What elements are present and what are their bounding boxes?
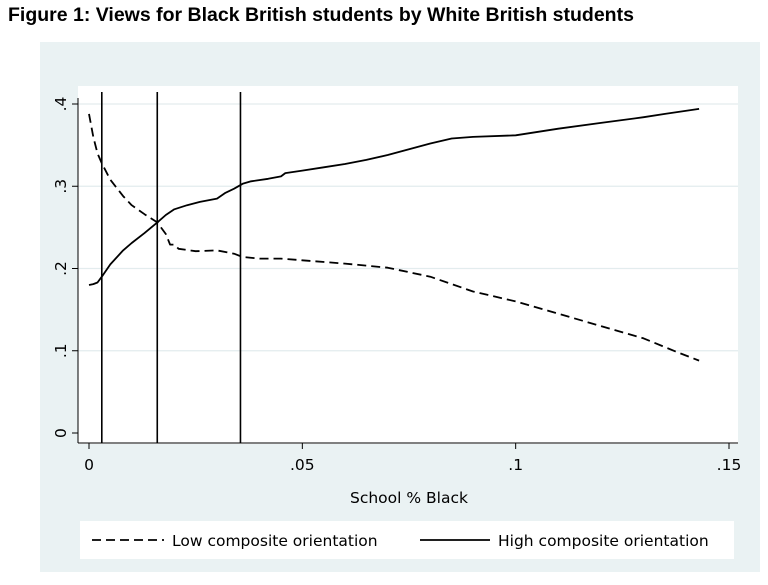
y-tick-label: .4 bbox=[52, 97, 70, 112]
legend: Low composite orientation High composite … bbox=[80, 521, 734, 559]
legend-label: Low composite orientation bbox=[172, 532, 378, 550]
x-axis-label: School % Black bbox=[350, 489, 468, 507]
x-tick-label: .15 bbox=[717, 456, 742, 474]
tick-labels: 0 .1 .2 .3 .4 0 .05 .1 .15 bbox=[52, 97, 741, 474]
series-line-high-composite bbox=[88, 108, 700, 286]
x-tick-label: .05 bbox=[290, 456, 315, 474]
y-tick-label: .3 bbox=[52, 179, 70, 194]
figure-title: Figure 1: Views for Black British studen… bbox=[8, 4, 634, 26]
grid-lines bbox=[78, 103, 738, 352]
y-tick-label: 0 bbox=[52, 428, 70, 438]
legend-box bbox=[80, 521, 734, 559]
plot-area bbox=[78, 86, 738, 444]
legend-label: High composite orientation bbox=[498, 532, 709, 550]
x-tick-label: .1 bbox=[508, 456, 523, 474]
x-tick-label: 0 bbox=[84, 456, 94, 474]
series-line-low-composite bbox=[88, 113, 700, 362]
y-tick-label: .2 bbox=[52, 261, 70, 276]
y-tick-label: .1 bbox=[52, 343, 70, 358]
vertical-reference-lines bbox=[101, 92, 242, 443]
axes bbox=[72, 98, 738, 449]
series-layer bbox=[88, 108, 700, 362]
